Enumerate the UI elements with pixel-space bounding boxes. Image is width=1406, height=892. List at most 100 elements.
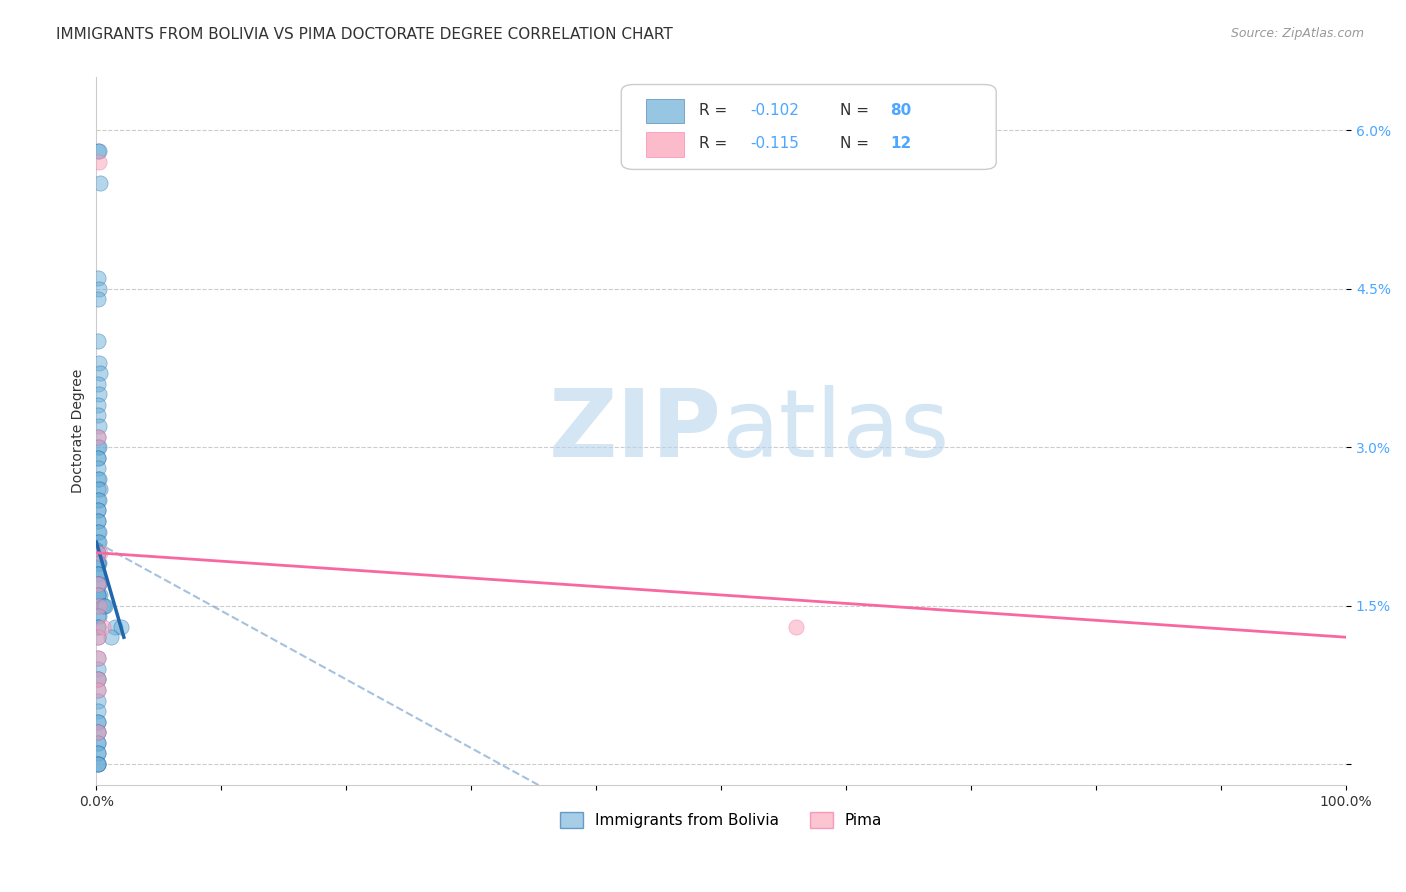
Point bbox=[86, 546, 108, 560]
Legend: Immigrants from Bolivia, Pima: Immigrants from Bolivia, Pima bbox=[554, 805, 889, 834]
Point bbox=[86, 588, 108, 602]
Point bbox=[87, 492, 110, 507]
Point bbox=[86, 704, 108, 718]
Point bbox=[91, 599, 114, 613]
Point bbox=[86, 492, 108, 507]
Text: Source: ZipAtlas.com: Source: ZipAtlas.com bbox=[1230, 27, 1364, 40]
Point bbox=[86, 725, 108, 739]
Point bbox=[86, 620, 108, 634]
Point bbox=[86, 588, 108, 602]
Y-axis label: Doctorate Degree: Doctorate Degree bbox=[72, 369, 86, 493]
Point bbox=[86, 683, 108, 698]
Point bbox=[86, 673, 108, 687]
Text: R =: R = bbox=[699, 103, 733, 119]
Point bbox=[86, 725, 108, 739]
Point bbox=[110, 620, 132, 634]
Point bbox=[86, 588, 108, 602]
Point bbox=[89, 483, 111, 497]
Point bbox=[86, 714, 108, 729]
Point bbox=[87, 609, 110, 624]
Point bbox=[86, 461, 108, 475]
Point bbox=[87, 356, 110, 370]
Point bbox=[86, 450, 108, 465]
Point bbox=[86, 334, 108, 349]
Point bbox=[86, 683, 108, 698]
Point bbox=[86, 398, 108, 412]
FancyBboxPatch shape bbox=[647, 132, 683, 157]
Point bbox=[87, 472, 110, 486]
Point bbox=[86, 599, 108, 613]
Point bbox=[86, 725, 108, 739]
Point bbox=[87, 419, 110, 434]
Point bbox=[87, 440, 110, 454]
Text: 80: 80 bbox=[890, 103, 911, 119]
Point bbox=[86, 651, 108, 665]
Point bbox=[86, 145, 108, 159]
Point bbox=[86, 756, 108, 771]
FancyBboxPatch shape bbox=[647, 99, 683, 123]
Point bbox=[86, 662, 108, 676]
Point bbox=[89, 176, 111, 190]
Point bbox=[86, 535, 108, 549]
Point bbox=[86, 566, 108, 581]
Point bbox=[87, 535, 110, 549]
Point bbox=[87, 556, 110, 570]
Point bbox=[86, 747, 108, 761]
Text: atlas: atlas bbox=[721, 385, 949, 477]
Text: ZIP: ZIP bbox=[548, 385, 721, 477]
Point bbox=[87, 387, 110, 401]
Text: -0.102: -0.102 bbox=[749, 103, 799, 119]
Point bbox=[86, 503, 108, 517]
Point bbox=[86, 577, 108, 591]
Point bbox=[86, 292, 108, 306]
Point bbox=[86, 736, 108, 750]
Point bbox=[86, 472, 108, 486]
Text: N =: N = bbox=[839, 136, 875, 152]
Point bbox=[89, 546, 111, 560]
Point bbox=[86, 514, 108, 528]
Point bbox=[91, 620, 114, 634]
Point bbox=[86, 756, 108, 771]
Point bbox=[89, 366, 111, 380]
Point bbox=[89, 588, 111, 602]
Point bbox=[86, 651, 108, 665]
Text: R =: R = bbox=[699, 136, 733, 152]
Point bbox=[86, 376, 108, 391]
Point bbox=[86, 747, 108, 761]
Point bbox=[86, 450, 108, 465]
Text: IMMIGRANTS FROM BOLIVIA VS PIMA DOCTORATE DEGREE CORRELATION CHART: IMMIGRANTS FROM BOLIVIA VS PIMA DOCTORAT… bbox=[56, 27, 673, 42]
Point bbox=[86, 524, 108, 539]
Point bbox=[86, 714, 108, 729]
Text: 12: 12 bbox=[890, 136, 911, 152]
Point bbox=[87, 145, 110, 159]
Point bbox=[86, 429, 108, 443]
Point bbox=[86, 546, 108, 560]
Point bbox=[86, 271, 108, 285]
Point bbox=[86, 756, 108, 771]
Point bbox=[86, 556, 108, 570]
Point bbox=[87, 155, 110, 169]
Point bbox=[86, 546, 108, 560]
Point bbox=[87, 282, 110, 296]
Point bbox=[86, 409, 108, 423]
Point bbox=[104, 620, 127, 634]
Point bbox=[86, 620, 108, 634]
Point bbox=[86, 483, 108, 497]
Point bbox=[87, 577, 110, 591]
Point bbox=[86, 429, 108, 443]
Point bbox=[86, 566, 108, 581]
Point bbox=[86, 673, 108, 687]
Point bbox=[86, 577, 108, 591]
Point bbox=[86, 630, 108, 644]
Point bbox=[86, 693, 108, 707]
Point bbox=[86, 514, 108, 528]
Point bbox=[86, 630, 108, 644]
Point bbox=[86, 566, 108, 581]
Point bbox=[93, 599, 115, 613]
Point bbox=[86, 556, 108, 570]
Point bbox=[86, 736, 108, 750]
FancyBboxPatch shape bbox=[621, 85, 997, 169]
Point bbox=[86, 440, 108, 454]
Point bbox=[86, 577, 108, 591]
Text: N =: N = bbox=[839, 103, 875, 119]
